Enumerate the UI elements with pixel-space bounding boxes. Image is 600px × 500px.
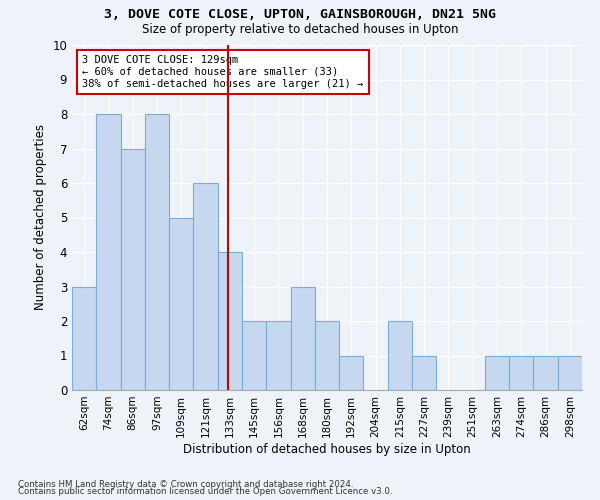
Bar bbox=[533, 356, 558, 390]
Bar bbox=[509, 356, 533, 390]
Bar bbox=[96, 114, 121, 390]
Bar bbox=[290, 286, 315, 390]
Bar bbox=[169, 218, 193, 390]
Bar bbox=[145, 114, 169, 390]
Bar bbox=[339, 356, 364, 390]
Bar bbox=[412, 356, 436, 390]
Bar bbox=[388, 321, 412, 390]
Bar bbox=[218, 252, 242, 390]
Y-axis label: Number of detached properties: Number of detached properties bbox=[34, 124, 47, 310]
Text: 3 DOVE COTE CLOSE: 129sqm
← 60% of detached houses are smaller (33)
38% of semi-: 3 DOVE COTE CLOSE: 129sqm ← 60% of detac… bbox=[82, 56, 364, 88]
Bar bbox=[315, 321, 339, 390]
Bar bbox=[558, 356, 582, 390]
Bar bbox=[242, 321, 266, 390]
Bar bbox=[72, 286, 96, 390]
Bar bbox=[193, 183, 218, 390]
Bar bbox=[485, 356, 509, 390]
Text: Size of property relative to detached houses in Upton: Size of property relative to detached ho… bbox=[142, 22, 458, 36]
Text: Contains HM Land Registry data © Crown copyright and database right 2024.: Contains HM Land Registry data © Crown c… bbox=[18, 480, 353, 489]
Bar bbox=[121, 148, 145, 390]
Text: 3, DOVE COTE CLOSE, UPTON, GAINSBOROUGH, DN21 5NG: 3, DOVE COTE CLOSE, UPTON, GAINSBOROUGH,… bbox=[104, 8, 496, 20]
X-axis label: Distribution of detached houses by size in Upton: Distribution of detached houses by size … bbox=[183, 442, 471, 456]
Bar bbox=[266, 321, 290, 390]
Text: Contains public sector information licensed under the Open Government Licence v3: Contains public sector information licen… bbox=[18, 488, 392, 496]
